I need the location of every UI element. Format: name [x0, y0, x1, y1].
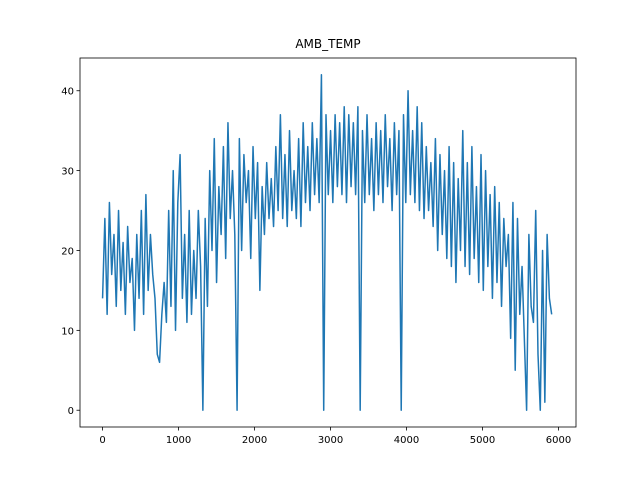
x-tick-label: 2000 — [242, 435, 267, 446]
chart-title: AMB_TEMP — [295, 37, 360, 51]
x-tick-label: 6000 — [546, 435, 571, 446]
x-tick-label: 0 — [99, 435, 105, 446]
x-tick-label: 1000 — [166, 435, 191, 446]
data-line — [101, 74, 553, 411]
y-tick-label: 40 — [61, 87, 74, 98]
y-tick-label: 30 — [61, 167, 74, 178]
x-tick-label: 4000 — [394, 435, 419, 446]
x-tick-label: 3000 — [318, 435, 343, 446]
y-tick-label: 10 — [61, 326, 74, 337]
y-tick-label: 0 — [68, 406, 74, 417]
plot-frame — [79, 57, 577, 428]
y-tick-label: 20 — [61, 246, 74, 257]
x-tick-label: 5000 — [470, 435, 495, 446]
